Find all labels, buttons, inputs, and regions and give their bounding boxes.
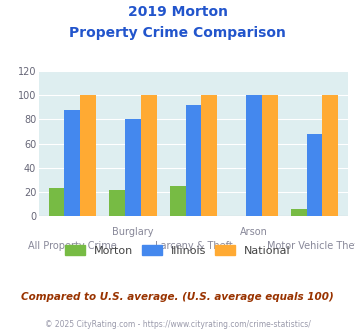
Text: Burglary: Burglary: [112, 227, 154, 237]
Text: Compared to U.S. average. (U.S. average equals 100): Compared to U.S. average. (U.S. average …: [21, 292, 334, 302]
Text: Motor Vehicle Theft: Motor Vehicle Theft: [267, 241, 355, 251]
Bar: [109, 189, 125, 216]
Bar: [201, 95, 217, 216]
Bar: [49, 188, 65, 216]
Bar: [186, 105, 201, 216]
Text: Property Crime Comparison: Property Crime Comparison: [69, 26, 286, 40]
Bar: [322, 95, 338, 216]
Bar: [80, 95, 96, 216]
Legend: Morton, Illinois, National: Morton, Illinois, National: [60, 241, 295, 260]
Bar: [291, 209, 307, 216]
Bar: [141, 95, 157, 216]
Text: Arson: Arson: [240, 227, 268, 237]
Text: All Property Crime: All Property Crime: [28, 241, 117, 251]
Text: © 2025 CityRating.com - https://www.cityrating.com/crime-statistics/: © 2025 CityRating.com - https://www.city…: [45, 320, 310, 329]
Bar: [65, 110, 80, 216]
Text: 2019 Morton: 2019 Morton: [127, 5, 228, 19]
Bar: [170, 186, 186, 216]
Bar: [125, 119, 141, 216]
Bar: [262, 95, 278, 216]
Bar: [307, 134, 322, 216]
Bar: [246, 95, 262, 216]
Text: Larceny & Theft: Larceny & Theft: [154, 241, 233, 251]
